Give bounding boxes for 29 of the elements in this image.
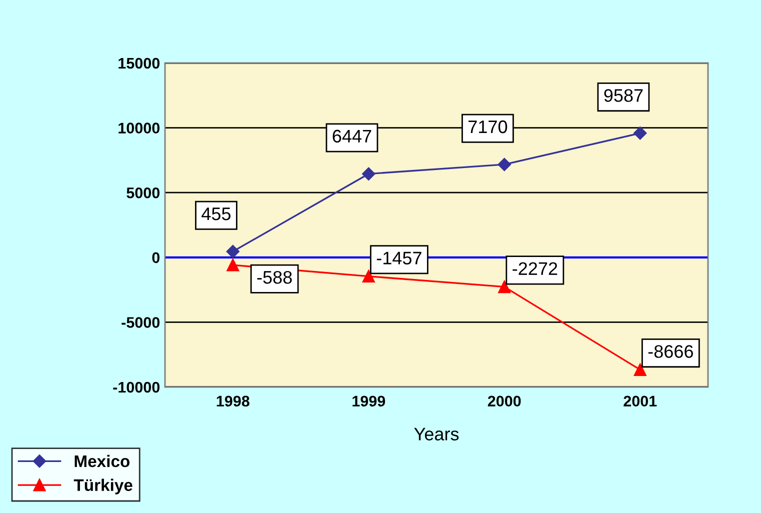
data-label: 6447 [332, 130, 372, 143]
x-tick-label: 2000 [488, 396, 521, 407]
data-label: 9587 [604, 89, 643, 102]
x-tick-label: 1998 [216, 396, 250, 407]
point [362, 270, 375, 283]
y-tick-label: 0 [152, 252, 160, 264]
data-label: -8666 [648, 345, 693, 358]
data-label: -2272 [512, 262, 558, 275]
data-label: 7170 [468, 120, 508, 134]
point [226, 258, 240, 272]
point [362, 167, 376, 180]
point [634, 363, 646, 376]
x-tick-label: 2001 [624, 396, 657, 407]
y-tick-label: -5000 [122, 317, 160, 328]
y-tick-label: 5000 [126, 187, 160, 198]
y-tick-label: 10000 [118, 122, 160, 134]
legend-label: Mexico [74, 454, 130, 468]
data-label: -588 [257, 270, 292, 284]
legend-label: Türkiye [74, 478, 132, 494]
point [498, 158, 511, 172]
data-label: 455 [202, 208, 231, 220]
y-tick-label: 15000 [118, 58, 160, 69]
point [634, 126, 647, 140]
point [226, 244, 240, 258]
y-tick-label: -10000 [113, 382, 160, 393]
data-label: -1457 [376, 252, 422, 264]
point [498, 280, 511, 294]
x-axis-title: Years [414, 428, 459, 440]
x-tick-label: 1999 [352, 396, 386, 407]
